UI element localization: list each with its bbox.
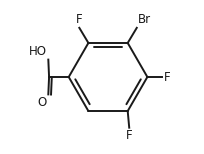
Text: F: F [164, 71, 170, 83]
Text: Br: Br [137, 13, 151, 26]
Text: HO: HO [29, 45, 47, 58]
Text: F: F [126, 130, 133, 142]
Text: F: F [76, 13, 83, 26]
Text: O: O [38, 96, 47, 109]
